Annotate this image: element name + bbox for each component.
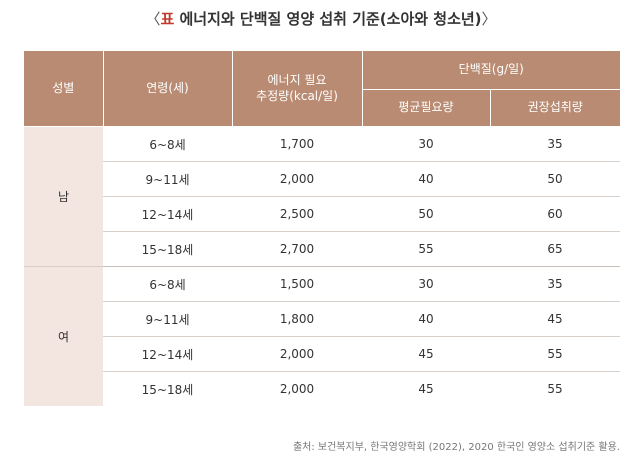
header-row-1: 성별 연령(세) 에너지 필요 추정량(kcal/일) 단백질(g/일)	[24, 51, 620, 127]
age-cell: 12~14세	[103, 196, 232, 232]
header-energy-line2: 추정량(kcal/일)	[256, 88, 338, 103]
energy-cell: 1,800	[232, 301, 362, 337]
age-cell: 15~18세	[103, 231, 232, 267]
title-text: 에너지와 단백질 영양 섭취 기준(소아와 청소년)	[174, 10, 482, 28]
protein-rec-cell: 35	[490, 266, 620, 302]
energy-cell: 2,000	[279, 382, 315, 396]
protein-avg-cell: 40	[362, 301, 490, 337]
protein-rec-cell: 60	[490, 196, 620, 232]
title-close-bracket: 〉	[481, 10, 497, 28]
energy-cell: 2,500	[232, 196, 362, 232]
table-row: 15~18세 2,700 55 65	[24, 231, 620, 267]
table-row: 9~11세 2,000 40 50	[24, 161, 620, 197]
header-protein-avg: 평균필요량	[362, 89, 491, 127]
gender-cell-female: 여	[24, 266, 103, 406]
protein-avg-cell: 30	[362, 126, 490, 162]
source-note: 출처: 보건복지부, 한국영양학회 (2022), 2020 한국인 영양소 섭…	[292, 442, 620, 453]
protein-avg-cell: 45	[418, 382, 434, 396]
table-header: 성별 연령(세) 에너지 필요 추정량(kcal/일) 단백질(g/일) 평균필…	[24, 51, 620, 127]
table-title: 〈표 에너지와 단백질 영양 섭취 기준(소아와 청소년)〉	[0, 8, 642, 29]
protein-rec-cell: 55	[490, 336, 620, 372]
table-row: 남 6~8세 1,700 30 35	[24, 126, 620, 267]
table-body: 남 6~8세 1,700 30 35 9~11세 2,000 40 50 12~…	[24, 126, 620, 407]
table-row: 12~14세 2,500 50 60	[24, 196, 620, 232]
title-table-mark: 표	[160, 10, 175, 28]
energy-cell: 2,000	[232, 336, 362, 372]
protein-rec-cell: 55	[547, 382, 563, 396]
protein-rec-cell: 45	[490, 301, 620, 337]
age-cell: 9~11세	[103, 301, 232, 337]
age-cell: 12~14세	[103, 336, 232, 372]
energy-cell: 2,700	[232, 231, 362, 267]
table-row: 15~18세 2,000 45 55	[24, 372, 620, 407]
age-cell: 6~8세	[103, 126, 232, 162]
header-row-2: 평균필요량 권장섭취량	[24, 89, 620, 127]
header-energy-line1: 에너지 필요	[267, 72, 327, 87]
title-open-bracket: 〈	[145, 10, 161, 28]
header-protein: 단백질(g/일)	[362, 51, 620, 90]
header-age: 연령(세)	[103, 51, 233, 127]
table-row: 12~14세 2,000 45 55	[24, 336, 620, 372]
protein-rec-cell: 35	[490, 126, 620, 162]
protein-avg-cell: 30	[362, 266, 490, 302]
energy-cell: 1,500	[232, 266, 362, 302]
protein-avg-cell: 55	[362, 231, 490, 267]
energy-cell: 2,000	[232, 161, 362, 197]
age-cell: 6~8세	[103, 266, 232, 302]
gender-cell-male: 남	[24, 126, 103, 267]
age-cell: 9~11세	[103, 161, 232, 197]
protein-avg-cell: 40	[362, 161, 490, 197]
protein-rec-cell: 65	[490, 231, 620, 267]
header-protein-rec: 권장섭취량	[490, 89, 620, 127]
protein-avg-cell: 45	[362, 336, 490, 372]
protein-avg-cell: 50	[362, 196, 490, 232]
age-cell: 15~18세	[141, 382, 194, 397]
table-row: 9~11세 1,800 40 45	[24, 301, 620, 337]
protein-rec-cell: 50	[490, 161, 620, 197]
header-gender: 성별	[24, 51, 104, 127]
table-row: 여 6~8세 1,500 30 35	[24, 266, 620, 406]
header-energy: 에너지 필요 추정량(kcal/일)	[232, 51, 363, 127]
nutrition-table: 성별 연령(세) 에너지 필요 추정량(kcal/일) 단백질(g/일) 평균필…	[24, 51, 620, 406]
energy-cell: 1,700	[232, 126, 362, 162]
